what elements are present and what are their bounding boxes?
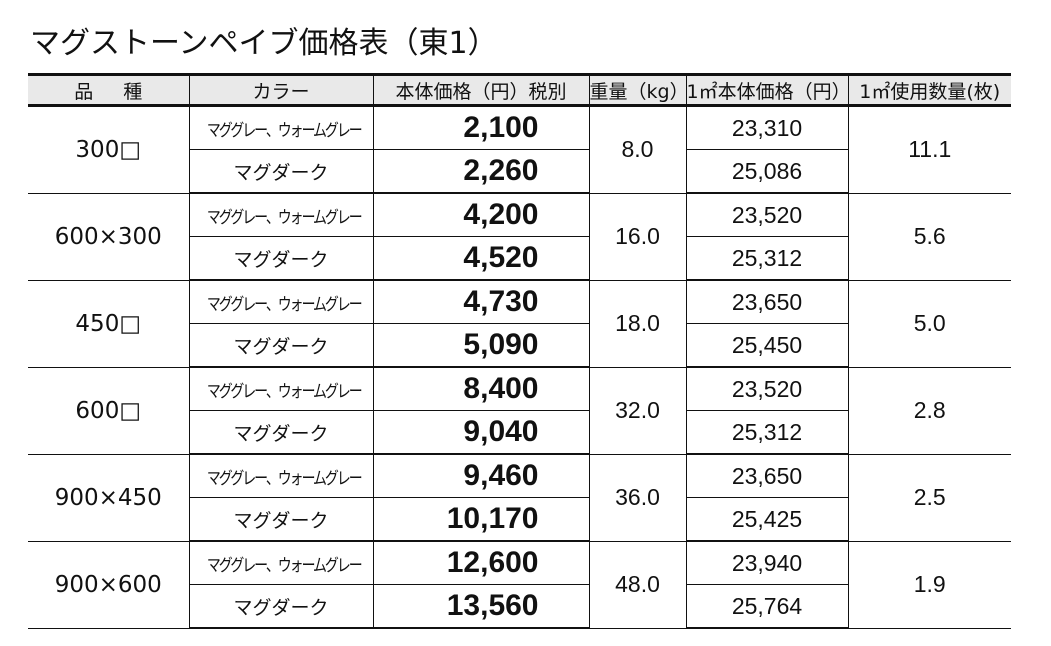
color-label: マググレー、ウォームグレー <box>206 468 362 489</box>
table-row: 600□ マググレー、ウォームグレー 8,400 32.0 23,520 2.8 <box>28 367 1011 455</box>
unit-price-cell: 23,650 <box>685 454 848 498</box>
price-table: 品種 カラー 本体価格（円）税別 重量（kg） 1㎡本体価格（円） 1㎡使用数量… <box>28 73 1011 629</box>
kind-cell: 300□ <box>28 105 189 194</box>
color-label: マググレー、ウォームグレー <box>206 294 362 315</box>
unit-price-cell: 25,425 <box>685 497 848 542</box>
header-price: 本体価格（円）税別 <box>372 73 589 107</box>
unit-price-cell: 23,520 <box>685 193 848 237</box>
weight-cell: 48.0 <box>588 541 686 629</box>
table-row: 900×600 マググレー、ウォームグレー 12,600 48.0 23,940… <box>28 541 1011 629</box>
price-cell: 5,090 <box>372 323 589 368</box>
weight-cell: 32.0 <box>588 367 686 455</box>
header-row: 品種 カラー 本体価格（円）税別 重量（kg） 1㎡本体価格（円） 1㎡使用数量… <box>28 73 1011 107</box>
kind-cell: 600□ <box>28 367 189 455</box>
unit-price-cell: 25,086 <box>685 149 848 194</box>
color-label: マググレー、ウォームグレー <box>206 555 362 576</box>
color-cell: マググレー、ウォームグレー <box>188 454 373 498</box>
price-cell: 4,520 <box>372 236 589 281</box>
unit-price-cell: 23,520 <box>685 367 848 411</box>
color-label: マググレー、ウォームグレー <box>206 120 362 141</box>
header-unit-price: 1㎡本体価格（円） <box>685 73 851 107</box>
price-cell: 2,100 <box>372 105 589 150</box>
unit-price-cell: 25,312 <box>685 410 848 455</box>
color-cell: マグダーク <box>188 410 373 455</box>
color-cell: マググレー、ウォームグレー <box>188 105 373 150</box>
weight-cell: 16.0 <box>588 193 686 281</box>
price-cell: 13,560 <box>372 584 589 629</box>
table-row: 450□ マググレー、ウォームグレー 4,730 18.0 23,650 5.0 <box>28 280 1011 368</box>
color-cell: マググレー、ウォームグレー <box>188 541 373 585</box>
table-row: マグダーク 9,040 25,312 <box>28 410 1011 455</box>
color-cell: マグダーク <box>188 323 373 368</box>
price-cell: 10,170 <box>372 497 589 542</box>
color-cell: マググレー、ウォームグレー <box>188 280 373 324</box>
price-cell: 9,460 <box>372 454 589 498</box>
unit-price-cell: 23,940 <box>685 541 848 585</box>
weight-cell: 8.0 <box>588 105 686 194</box>
unit-price-cell: 23,310 <box>685 105 848 150</box>
price-cell: 12,600 <box>372 541 589 585</box>
color-label: マググレー、ウォームグレー <box>206 207 362 228</box>
unit-price-cell: 25,312 <box>685 236 848 281</box>
table-row: マグダーク 13,560 25,764 <box>28 584 1011 629</box>
unit-price-cell: 25,764 <box>685 584 848 629</box>
price-cell: 4,730 <box>372 280 589 324</box>
unit-price-cell: 25,450 <box>685 323 848 368</box>
price-cell: 2,260 <box>372 149 589 194</box>
table-row: マグダーク 4,520 25,312 <box>28 236 1011 281</box>
table-row: 600×300 マググレー、ウォームグレー 4,200 16.0 23,520 … <box>28 193 1011 281</box>
price-cell: 9,040 <box>372 410 589 455</box>
color-label: マググレー、ウォームグレー <box>206 381 362 402</box>
color-cell: マググレー、ウォームグレー <box>188 193 373 237</box>
header-kind: 品種 <box>28 73 189 107</box>
kind-cell: 450□ <box>28 280 189 368</box>
table-row: 300□ マググレー、ウォームグレー 2,100 8.0 23,310 11.1 <box>28 105 1011 194</box>
price-cell: 8,400 <box>372 367 589 411</box>
color-cell: マグダーク <box>188 497 373 542</box>
table-row: 900×450 マググレー、ウォームグレー 9,460 36.0 23,650 … <box>28 454 1011 542</box>
color-cell: マグダーク <box>188 149 373 194</box>
header-qty: 1㎡使用数量(枚) <box>847 73 1011 107</box>
qty-cell: 2.5 <box>847 454 1011 542</box>
page-title: マグストーンペイブ価格表（東1） <box>30 26 498 61</box>
unit-price-cell: 23,650 <box>685 280 848 324</box>
color-cell: マグダーク <box>188 236 373 281</box>
header-weight: 重量（kg） <box>588 73 689 107</box>
qty-cell: 11.1 <box>847 105 1011 194</box>
price-cell: 4,200 <box>372 193 589 237</box>
table-row: マグダーク 2,260 25,086 <box>28 149 1011 194</box>
qty-cell: 1.9 <box>847 541 1011 629</box>
qty-cell: 5.0 <box>847 280 1011 368</box>
table-row: マグダーク 5,090 25,450 <box>28 323 1011 368</box>
table-row: マグダーク 10,170 25,425 <box>28 497 1011 542</box>
color-cell: マググレー、ウォームグレー <box>188 367 373 411</box>
kind-cell: 900×450 <box>28 454 189 542</box>
kind-cell: 900×600 <box>28 541 189 629</box>
kind-cell: 600×300 <box>28 193 189 281</box>
header-color: カラー <box>188 73 373 107</box>
color-cell: マグダーク <box>188 584 373 629</box>
weight-cell: 36.0 <box>588 454 686 542</box>
qty-cell: 5.6 <box>847 193 1011 281</box>
qty-cell: 2.8 <box>847 367 1011 455</box>
weight-cell: 18.0 <box>588 280 686 368</box>
